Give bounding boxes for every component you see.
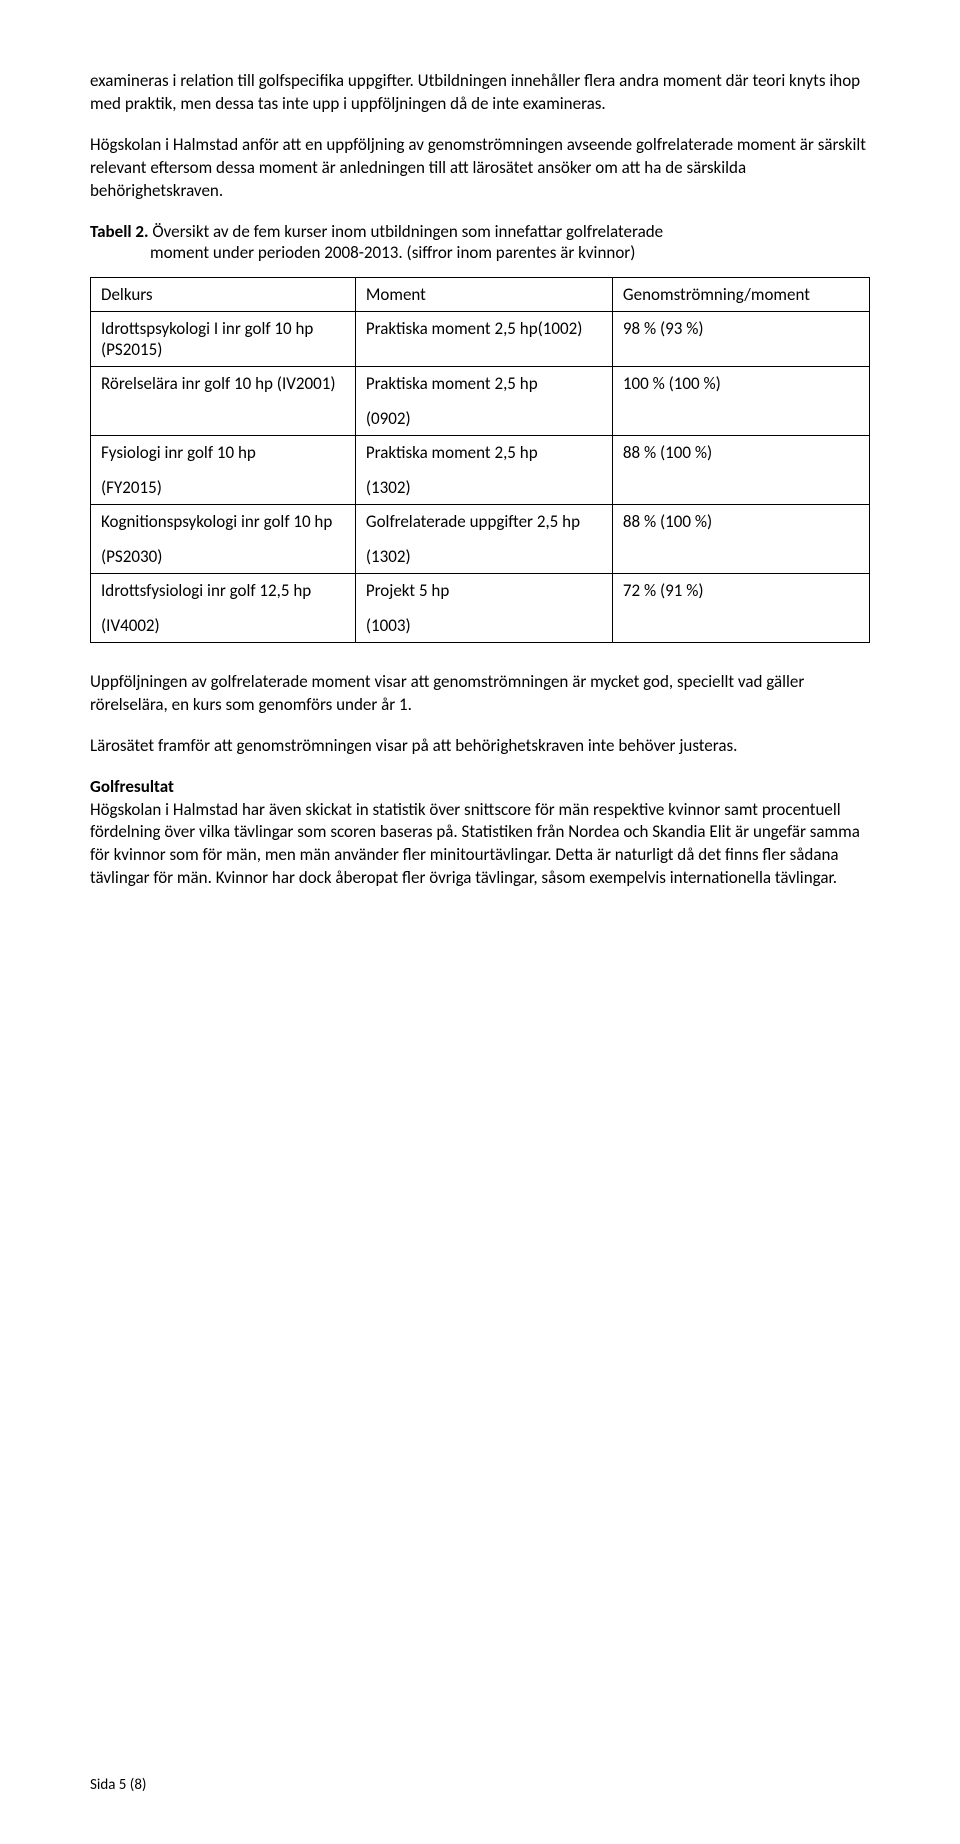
table-caption-line2: moment under perioden 2008-2013. (siffro… xyxy=(150,242,870,263)
cell-delkurs: Idrottspsykologi I inr golf 10 hp (PS201… xyxy=(91,311,356,366)
intro-paragraph-2: Högskolan i Halmstad anför att en uppföl… xyxy=(90,134,870,203)
table-row: Idrottsfysiologi inr golf 12,5 hp (IV400… xyxy=(91,573,870,642)
cell-moment: Praktiska moment 2,5 hp (0902) xyxy=(355,366,612,435)
cell-genom: 88 % (100 %) xyxy=(612,435,869,504)
intro-paragraph-1: examineras i relation till golfspecifika… xyxy=(90,70,870,116)
cell-delkurs-line1: Kognitionspsykologi inr golf 10 hp xyxy=(101,511,345,532)
page-footer: Sida 5 (8) xyxy=(90,1776,146,1794)
golfresultat-heading: Golfresultat xyxy=(90,776,870,797)
golfresultat-paragraph: Högskolan i Halmstad har även skickat in… xyxy=(90,799,870,891)
cell-delkurs: Kognitionspsykologi inr golf 10 hp (PS20… xyxy=(91,504,356,573)
table-label: Tabell 2. xyxy=(90,221,149,242)
cell-delkurs-line2: (PS2030) xyxy=(101,546,345,567)
spacer xyxy=(101,532,345,546)
cell-moment: Golfrelaterade uppgifter 2,5 hp (1302) xyxy=(355,504,612,573)
spacer xyxy=(366,601,602,615)
spacer xyxy=(366,532,602,546)
cell-delkurs: Idrottsfysiologi inr golf 12,5 hp (IV400… xyxy=(91,573,356,642)
cell-moment-line1: Praktiska moment 2,5 hp xyxy=(366,373,602,394)
cell-genom: 100 % (100 %) xyxy=(612,366,869,435)
cell-delkurs: Fysiologi inr golf 10 hp (FY2015) xyxy=(91,435,356,504)
cell-moment: Projekt 5 hp (1003) xyxy=(355,573,612,642)
cell-delkurs-line1: Fysiologi inr golf 10 hp xyxy=(101,442,345,463)
after-paragraph-2: Lärosätet framför att genomströmningen v… xyxy=(90,735,870,758)
cell-moment-line2: (0902) xyxy=(366,408,602,429)
table-caption-line1: Översikt av de fem kurser inom utbildnin… xyxy=(152,221,663,242)
courses-table: Delkurs Moment Genomströmning/moment Idr… xyxy=(90,277,870,643)
cell-delkurs-line2: (IV4002) xyxy=(101,615,345,636)
cell-delkurs-line1: Idrottsfysiologi inr golf 12,5 hp xyxy=(101,580,345,601)
cell-moment-line2: (1302) xyxy=(366,546,602,567)
spacer xyxy=(101,601,345,615)
cell-moment-line2: (1003) xyxy=(366,615,602,636)
header-genomstromning: Genomströmning/moment xyxy=(612,277,869,311)
table-row: Kognitionspsykologi inr golf 10 hp (PS20… xyxy=(91,504,870,573)
after-paragraph-1: Uppföljningen av golfrelaterade moment v… xyxy=(90,671,870,717)
cell-delkurs: Rörelselära inr golf 10 hp (IV2001) xyxy=(91,366,356,435)
cell-moment: Praktiska moment 2,5 hp(1002) xyxy=(355,311,612,366)
page: examineras i relation till golfspecifika… xyxy=(0,0,960,1844)
cell-moment-line1: Golfrelaterade uppgifter 2,5 hp xyxy=(366,511,602,532)
cell-genom: 88 % (100 %) xyxy=(612,504,869,573)
cell-moment-line1: Projekt 5 hp xyxy=(366,580,602,601)
table-row: Fysiologi inr golf 10 hp (FY2015) Prakti… xyxy=(91,435,870,504)
table-row: Idrottspsykologi I inr golf 10 hp (PS201… xyxy=(91,311,870,366)
header-moment: Moment xyxy=(355,277,612,311)
header-delkurs: Delkurs xyxy=(91,277,356,311)
spacer xyxy=(366,463,602,477)
spacer xyxy=(366,394,602,408)
cell-moment: Praktiska moment 2,5 hp (1302) xyxy=(355,435,612,504)
cell-moment-line2: (1302) xyxy=(366,477,602,498)
cell-genom: 72 % (91 %) xyxy=(612,573,869,642)
table-caption: Tabell 2. Översikt av de fem kurser inom… xyxy=(90,221,870,263)
spacer xyxy=(101,463,345,477)
table-header-row: Delkurs Moment Genomströmning/moment xyxy=(91,277,870,311)
cell-genom: 98 % (93 %) xyxy=(612,311,869,366)
cell-moment-line1: Praktiska moment 2,5 hp xyxy=(366,442,602,463)
cell-delkurs-line2: (FY2015) xyxy=(101,477,345,498)
table-row: Rörelselära inr golf 10 hp (IV2001) Prak… xyxy=(91,366,870,435)
